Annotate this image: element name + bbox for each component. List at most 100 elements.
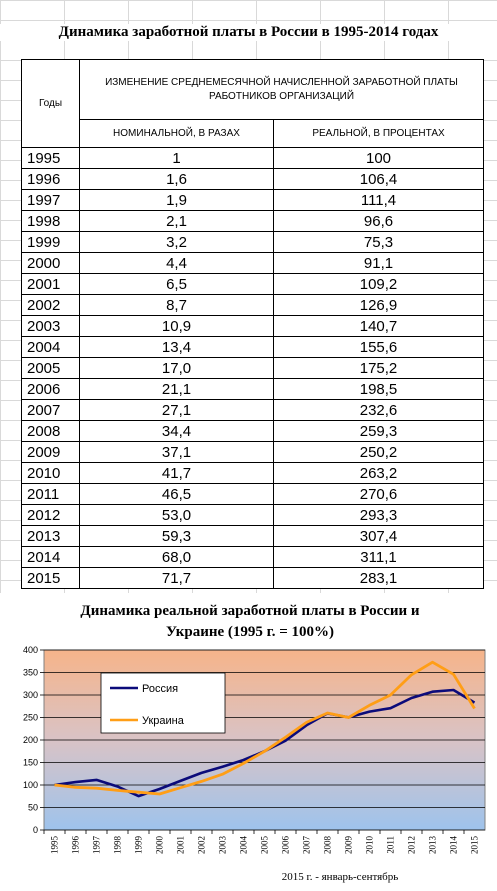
cell-real: 109,2 bbox=[272, 273, 485, 295]
cell-nominal: 4,4 bbox=[79, 252, 274, 274]
cell-nominal: 71,7 bbox=[79, 567, 274, 589]
cell-real: 111,4 bbox=[272, 189, 485, 211]
cell-year: 2004 bbox=[21, 336, 80, 358]
table-row: 2011 46,5 270,6 bbox=[21, 483, 485, 505]
header-real: РЕАЛЬНОЙ, В ПРОЦЕНТАХ bbox=[272, 119, 485, 148]
chart-title-line1: Динамика реальной заработной платы в Рос… bbox=[80, 603, 420, 619]
table-row: 2000 4,4 91,1 bbox=[21, 252, 485, 274]
cell-year: 2002 bbox=[21, 294, 80, 316]
cell-nominal: 2,1 bbox=[79, 210, 274, 232]
cell-real: 263,2 bbox=[272, 462, 485, 484]
table-row: 2006 21,1 198,5 bbox=[21, 378, 485, 400]
table-row: 2005 17,0 175,2 bbox=[21, 357, 485, 379]
chart-area: Динамика реальной заработной платы в Рос… bbox=[0, 593, 497, 891]
chart-title: Динамика реальной заработной платы в Рос… bbox=[40, 601, 460, 643]
x-tick-label: 2007 bbox=[302, 836, 312, 855]
legend-label: Россия bbox=[142, 683, 178, 695]
cell-real: 232,6 bbox=[272, 399, 485, 421]
cell-year: 2015 bbox=[21, 567, 80, 589]
table-row: 2013 59,3 307,4 bbox=[21, 525, 485, 547]
cell-real: 155,6 bbox=[272, 336, 485, 358]
table-row: 1996 1,6 106,4 bbox=[21, 168, 485, 190]
cell-real: 91,1 bbox=[272, 252, 485, 274]
header-group: ИЗМЕНЕНИЕ СРЕДНЕМЕСЯЧНОЙ НАЧИСЛЕННОЙ ЗАР… bbox=[78, 59, 485, 120]
cell-real: 75,3 bbox=[272, 231, 485, 253]
y-tick-label: 400 bbox=[23, 645, 38, 655]
x-tick-label: 2000 bbox=[155, 836, 165, 855]
cell-real: 100 bbox=[272, 147, 485, 169]
cell-real: 198,5 bbox=[272, 378, 485, 400]
y-tick-label: 150 bbox=[23, 758, 38, 768]
x-tick-label: 2010 bbox=[365, 836, 375, 855]
table-row: 2012 53,0 293,3 bbox=[21, 504, 485, 526]
table-title: Динамика заработной платы в России в 199… bbox=[0, 24, 497, 41]
cell-nominal: 8,7 bbox=[79, 294, 274, 316]
cell-year: 2006 bbox=[21, 378, 80, 400]
cell-real: 175,2 bbox=[272, 357, 485, 379]
series-line-ukraine bbox=[54, 660, 476, 796]
y-tick-label: 100 bbox=[23, 780, 38, 790]
x-tick-label: 2009 bbox=[344, 836, 354, 855]
x-tick-label: 1997 bbox=[92, 836, 102, 855]
table-row: 2008 34,4 259,3 bbox=[21, 420, 485, 442]
table-row: 1995 1 100 bbox=[21, 147, 485, 169]
table-row: 2002 8,7 126,9 bbox=[21, 294, 485, 316]
table-row: 2004 13,4 155,6 bbox=[21, 336, 485, 358]
cell-nominal: 68,0 bbox=[79, 546, 274, 568]
cell-real: 270,6 bbox=[272, 483, 485, 505]
cell-year: 1999 bbox=[21, 231, 80, 253]
cell-year: 2014 bbox=[21, 546, 80, 568]
cell-nominal: 1 bbox=[79, 147, 274, 169]
y-tick-label: 250 bbox=[23, 713, 38, 723]
y-tick-label: 0 bbox=[33, 825, 38, 835]
chart-title-line2: Украине (1995 г. = 100%) bbox=[165, 624, 335, 640]
line-chart: 0 50 100 150 200 250 300 350 400 1995 1996 1997 1998… bbox=[23, 645, 486, 883]
cell-year: 2003 bbox=[21, 315, 80, 337]
cell-year: 2009 bbox=[21, 441, 80, 463]
x-tick-label: 1995 bbox=[50, 836, 60, 855]
header-years: Годы bbox=[21, 59, 80, 148]
cell-real: 96,6 bbox=[272, 210, 485, 232]
cell-real: 126,9 bbox=[272, 294, 485, 316]
cell-year: 2001 bbox=[21, 273, 80, 295]
table-row: 2003 10,9 140,7 bbox=[21, 315, 485, 337]
cell-nominal: 3,2 bbox=[79, 231, 274, 253]
cell-nominal: 1,6 bbox=[79, 168, 274, 190]
x-tick-label: 2011 bbox=[386, 836, 396, 854]
cell-year: 2010 bbox=[21, 462, 80, 484]
x-tick-label: 1996 bbox=[71, 836, 81, 855]
cell-nominal: 27,1 bbox=[79, 399, 274, 421]
table-row: 1998 2,1 96,6 bbox=[21, 210, 485, 232]
cell-real: 250,2 bbox=[272, 441, 485, 463]
x-tick-label: 2013 bbox=[428, 836, 438, 855]
x-tick-label: 2004 bbox=[239, 836, 249, 855]
x-tick-label: 1999 bbox=[134, 836, 144, 855]
header-nominal: НОМИНАЛЬНОЙ, В РАЗАХ bbox=[79, 119, 274, 148]
cell-year: 2005 bbox=[21, 357, 80, 379]
cell-real: 283,1 bbox=[272, 567, 485, 589]
y-tick-label: 300 bbox=[23, 690, 38, 700]
cell-year: 2013 bbox=[21, 525, 80, 547]
x-tick-label: 2005 bbox=[260, 836, 270, 855]
cell-year: 1997 bbox=[21, 189, 80, 211]
cell-year: 2008 bbox=[21, 420, 80, 442]
cell-nominal: 21,1 bbox=[79, 378, 274, 400]
x-tick-label: 2006 bbox=[281, 836, 291, 855]
y-tick-label: 50 bbox=[28, 803, 38, 813]
x-tick-label: 2003 bbox=[218, 836, 228, 855]
cell-real: 140,7 bbox=[272, 315, 485, 337]
cell-year: 1998 bbox=[21, 210, 80, 232]
cell-nominal: 10,9 bbox=[79, 315, 274, 337]
table-row: 1999 3,2 75,3 bbox=[21, 231, 485, 253]
cell-year: 1995 bbox=[21, 147, 80, 169]
x-tick-label: 1998 bbox=[113, 836, 123, 855]
y-tick-label: 350 bbox=[23, 668, 38, 678]
cell-real: 293,3 bbox=[272, 504, 485, 526]
table-row: 2009 37,1 250,2 bbox=[21, 441, 485, 463]
cell-nominal: 1,9 bbox=[79, 189, 274, 211]
cell-year: 1996 bbox=[21, 168, 80, 190]
cell-nominal: 34,4 bbox=[79, 420, 274, 442]
cell-real: 106,4 bbox=[272, 168, 485, 190]
x-axis-label: 2015 г. - январь-сентябрь bbox=[282, 871, 399, 883]
table-row: 2015 71,7 283,1 bbox=[21, 567, 485, 589]
